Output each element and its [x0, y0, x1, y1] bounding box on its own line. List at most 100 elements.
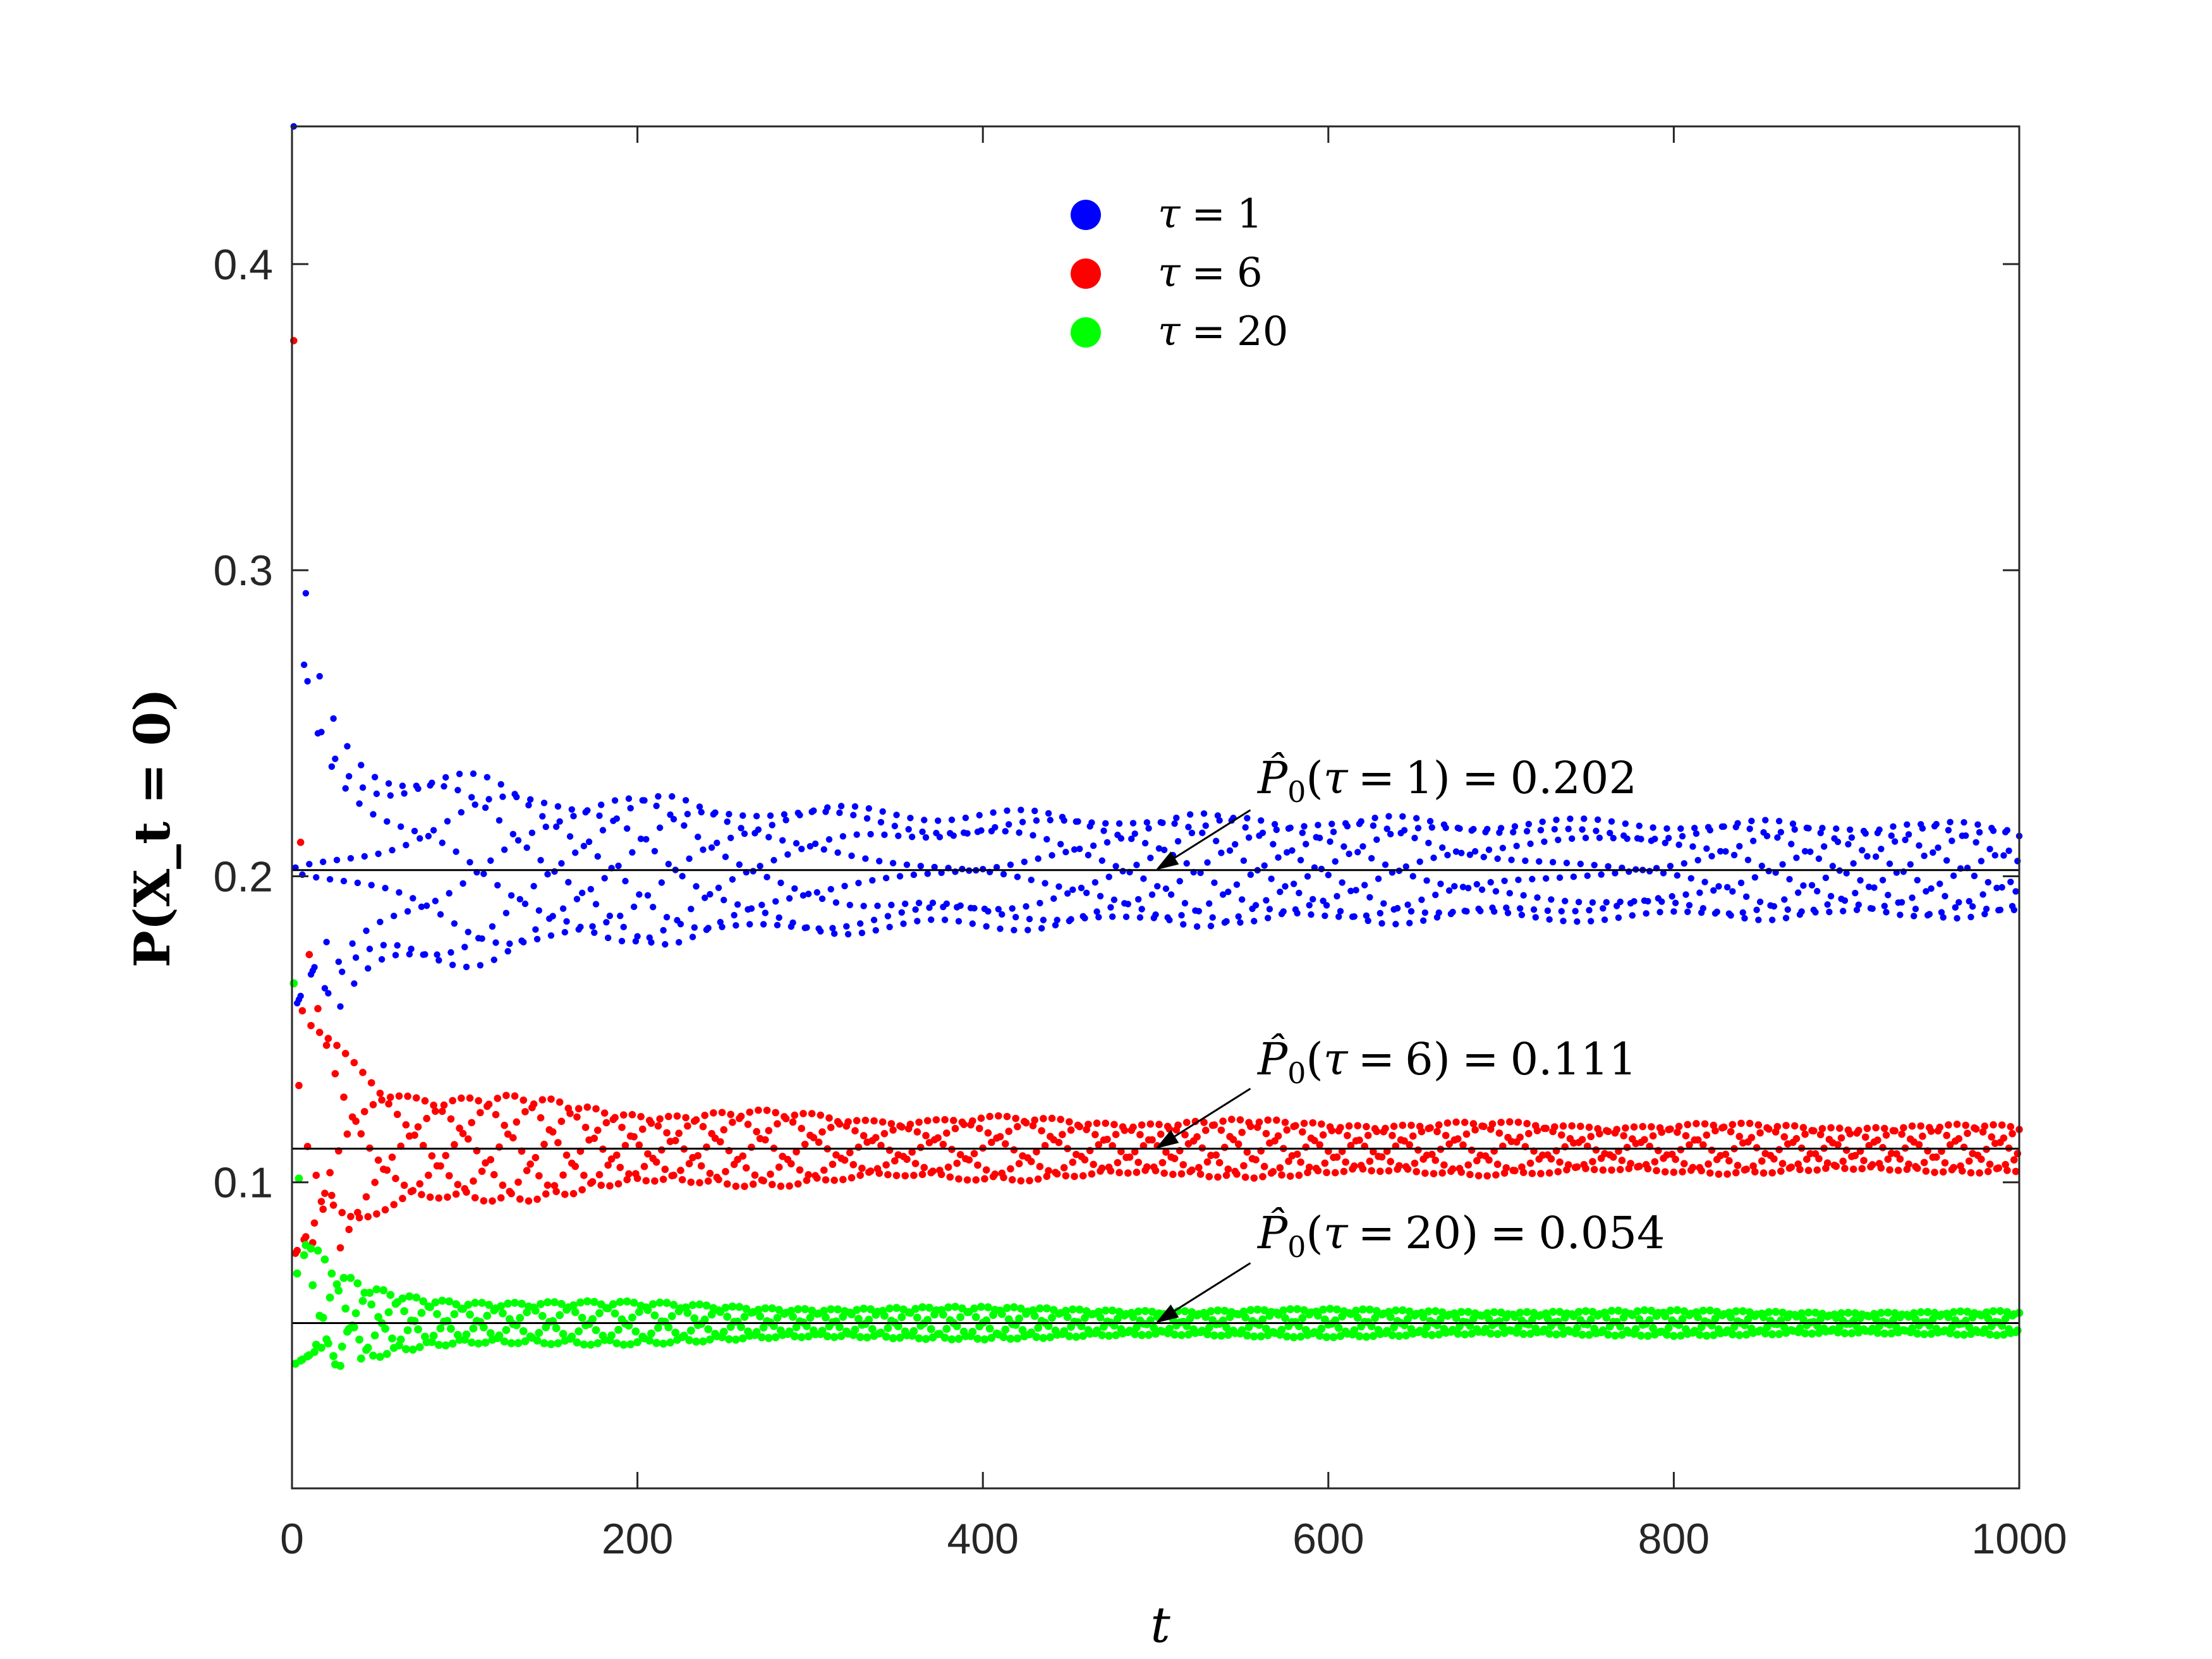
data-point	[911, 1160, 920, 1167]
data-point	[1729, 1121, 1737, 1129]
data-point	[793, 840, 800, 847]
data-point	[540, 1339, 549, 1347]
annotation-arrow	[1162, 809, 1251, 866]
data-point	[500, 1337, 509, 1346]
data-point	[429, 1332, 438, 1340]
data-point	[693, 883, 700, 890]
data-point	[574, 1105, 583, 1113]
data-point	[862, 855, 869, 862]
data-point	[694, 1152, 702, 1160]
data-point	[1078, 884, 1085, 892]
data-point	[670, 1171, 678, 1179]
data-point	[1413, 815, 1420, 822]
data-point	[1537, 827, 1545, 834]
data-point	[1399, 813, 1406, 820]
data-point	[1827, 1124, 1835, 1132]
data-point	[611, 797, 619, 804]
data-point	[1003, 1112, 1011, 1121]
data-point	[1411, 1159, 1419, 1167]
data-point	[959, 865, 966, 873]
data-point	[1911, 913, 1917, 920]
data-point	[538, 1311, 547, 1320]
data-point	[401, 790, 408, 797]
data-point	[306, 861, 313, 868]
data-point	[1098, 1164, 1106, 1172]
data-point	[363, 1344, 372, 1352]
data-point	[1115, 1169, 1123, 1177]
data-point	[382, 1350, 391, 1358]
data-point	[1404, 901, 1411, 908]
data-point	[1947, 818, 1954, 826]
data-point	[1519, 1330, 1528, 1339]
data-point	[1311, 1136, 1318, 1145]
data-point	[1694, 1313, 1703, 1322]
data-point	[1607, 829, 1613, 837]
data-point	[480, 870, 487, 877]
data-point	[480, 1197, 488, 1205]
data-point	[428, 779, 435, 786]
data-point	[636, 891, 643, 898]
data-point	[767, 1170, 774, 1178]
data-point	[1727, 1313, 1735, 1322]
data-point	[1240, 857, 1248, 865]
data-point	[1395, 1332, 1404, 1340]
data-point	[1990, 1121, 1997, 1129]
data-point	[410, 895, 416, 902]
data-point	[633, 1174, 641, 1182]
data-point	[345, 1225, 353, 1234]
data-point	[581, 1123, 590, 1131]
data-point	[1556, 874, 1564, 881]
data-point	[481, 1338, 490, 1347]
data-point	[619, 1340, 628, 1349]
data-point	[882, 1332, 890, 1341]
data-point	[964, 830, 971, 837]
data-point	[1880, 1329, 1889, 1338]
data-point	[880, 1311, 889, 1320]
data-point	[344, 743, 351, 750]
data-point	[834, 1305, 842, 1314]
data-point	[658, 1146, 665, 1154]
data-point	[1939, 1168, 1947, 1176]
data-point	[779, 837, 786, 844]
data-point	[487, 857, 494, 864]
data-point	[1162, 1148, 1170, 1156]
data-point	[1837, 1134, 1845, 1142]
data-point	[1567, 815, 1574, 822]
data-point	[975, 1124, 983, 1133]
data-point	[308, 1281, 317, 1289]
data-point	[1710, 887, 1717, 894]
data-point	[1275, 854, 1282, 861]
data-point	[1905, 831, 1912, 838]
data-point	[406, 951, 413, 958]
data-point	[1464, 1161, 1472, 1169]
data-point	[499, 1181, 507, 1189]
data-point	[1461, 1330, 1469, 1339]
data-point	[649, 903, 657, 911]
data-point	[1965, 1157, 1973, 1165]
y-tick-label: 0.3	[213, 547, 273, 595]
data-point	[537, 856, 544, 864]
data-point	[470, 770, 477, 777]
data-point	[1549, 859, 1557, 866]
data-point	[1079, 1172, 1087, 1180]
data-point	[1268, 875, 1275, 882]
data-point	[399, 782, 406, 789]
data-point	[501, 846, 508, 853]
data-point	[345, 773, 353, 780]
data-point	[1667, 1125, 1674, 1133]
data-point	[861, 1116, 870, 1124]
data-point	[1708, 853, 1715, 860]
data-point	[1758, 862, 1765, 870]
data-point	[1678, 1315, 1687, 1323]
data-point	[684, 810, 691, 818]
data-point	[660, 927, 667, 934]
data-point	[1919, 1133, 1926, 1140]
data-point	[384, 818, 391, 825]
data-point	[627, 805, 634, 812]
data-point	[350, 1059, 358, 1067]
data-point	[737, 1112, 745, 1121]
data-point	[507, 1339, 516, 1347]
data-point	[854, 1143, 863, 1151]
data-point	[1661, 1312, 1670, 1321]
data-point	[1689, 1164, 1697, 1172]
